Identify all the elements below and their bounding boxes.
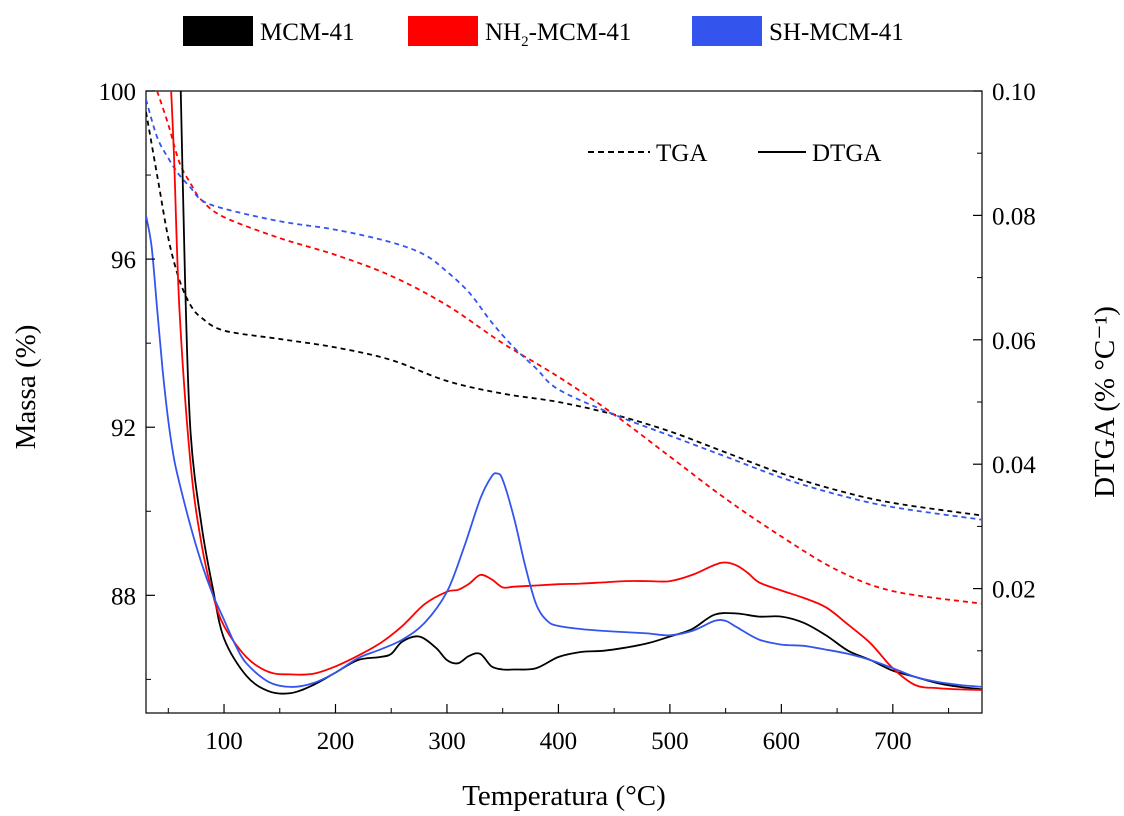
y-right-tick-label: 0.04 <box>992 452 1036 479</box>
legend-label-dtga: DTGA <box>812 140 881 167</box>
x-axis-title: Temperatura (°C) <box>462 780 666 812</box>
y-axis-right-title: DTGA (% °C⁻¹) <box>1089 306 1121 498</box>
x-tick-label: 700 <box>874 728 912 755</box>
y-axis-left-title: Massa (%) <box>10 325 42 450</box>
series-tga-mcm-41 <box>146 111 982 517</box>
series-dtga-mcm-41 <box>179 91 982 695</box>
series-tga-sh-mcm-41 <box>146 99 982 521</box>
x-tick-label: 100 <box>205 728 243 755</box>
series-dtga-sh-mcm-41 <box>146 215 982 688</box>
y-right-tick-label: 0.08 <box>992 203 1036 230</box>
y-left-tick-label: 100 <box>99 79 137 106</box>
ticks-layer: 100 200 300 400 500 600 700 88 92 96 100 0.02 0.04 0.… <box>99 79 1037 755</box>
y-left-tick-label: 92 <box>111 415 136 442</box>
sample-legend: MCM-41 NH2-MCM-41 SH-MCM-41 <box>183 16 904 50</box>
legend-swatch-nh2-mcm41 <box>408 16 478 46</box>
plot-frame <box>145 90 983 714</box>
series-layer <box>146 91 982 695</box>
series-tga-nh2-mcm-41 <box>156 91 982 605</box>
x-tick-label: 400 <box>540 728 578 755</box>
y-left-tick-label: 88 <box>111 583 136 610</box>
y-right-tick-label: 0.02 <box>992 577 1036 604</box>
style-legend: TGA DTGA <box>588 140 881 167</box>
series-dtga-nh2-mcm-41 <box>170 91 982 691</box>
x-tick-label: 300 <box>428 728 466 755</box>
legend-label-tga: TGA <box>656 140 707 167</box>
legend-label-nh2-mcm41: NH2-MCM-41 <box>485 19 631 50</box>
y-right-tick-label: 0.10 <box>992 79 1036 106</box>
x-tick-label: 200 <box>317 728 355 755</box>
y-right-tick-label: 0.06 <box>992 328 1036 355</box>
y-left-tick-label: 96 <box>111 247 136 274</box>
legend-swatch-mcm41 <box>183 16 253 46</box>
legend-label-mcm41: MCM-41 <box>260 19 354 46</box>
legend-label-sh-mcm41: SH-MCM-41 <box>769 19 904 46</box>
x-tick-label: 500 <box>651 728 689 755</box>
x-tick-label: 600 <box>763 728 801 755</box>
legend-swatch-sh-mcm41 <box>692 16 762 46</box>
